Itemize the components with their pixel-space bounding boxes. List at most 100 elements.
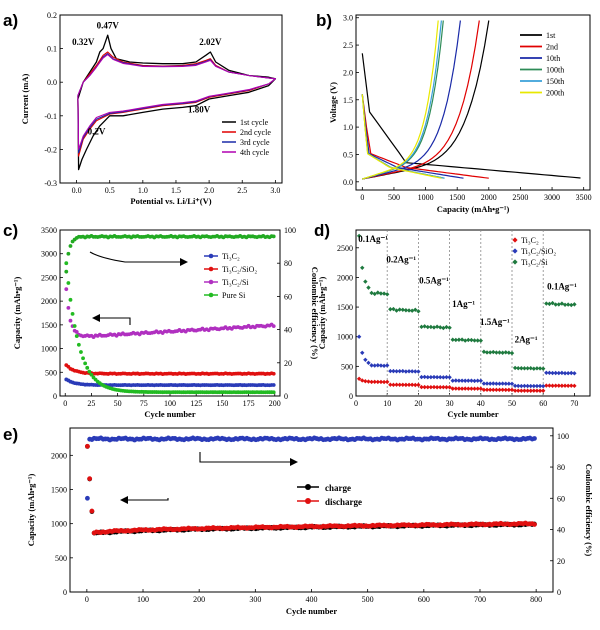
- data-point: [369, 363, 374, 368]
- data-point: [562, 383, 568, 388]
- data-point: [519, 366, 524, 371]
- data-point: [544, 383, 549, 388]
- y2-tick-label: 0: [557, 588, 561, 597]
- peak-annotation: 0.2V: [88, 126, 106, 136]
- y-tick-label: 0.5: [343, 150, 353, 159]
- peak-annotation: 0.32V: [72, 37, 95, 47]
- data-point: [569, 383, 574, 388]
- data-point: [378, 379, 384, 385]
- x-tick-label: 30: [446, 399, 454, 408]
- data-point: [516, 366, 521, 371]
- legend-label: 3rd cycle: [240, 138, 270, 147]
- legend-marker: [305, 484, 311, 490]
- y-tick-label: 2000: [337, 273, 353, 282]
- data-point: [425, 324, 430, 330]
- x-tick-label: 2000: [481, 193, 497, 202]
- efficiency-point: [64, 269, 69, 274]
- x-tick-label: 20: [414, 399, 422, 408]
- legend-label: 4th cycle: [240, 148, 270, 157]
- rate-label: 0.5Ag⁻¹: [419, 275, 449, 285]
- x-tick-label: 3.0: [270, 186, 280, 195]
- data-point: [381, 379, 387, 385]
- cv-curve: [77, 54, 276, 150]
- data-point: [68, 297, 73, 302]
- data-point: [85, 443, 90, 449]
- rate-label: 1.5Ag⁻¹: [480, 317, 510, 327]
- y2-tick-label: 40: [557, 526, 565, 535]
- data-point: [497, 387, 502, 393]
- x-axis-label: Potential vs. Li/Li⁺(V): [130, 196, 211, 206]
- y-tick-label: 500: [341, 362, 353, 371]
- data-point: [475, 338, 480, 343]
- data-point: [431, 325, 437, 330]
- data-point: [525, 383, 530, 389]
- data-point: [388, 368, 393, 374]
- panel-d: d) 0 10 20 30 40 50 60 70 0 500 1000 1500 2000 2500 Cyc…: [314, 221, 591, 419]
- panel-label: c): [3, 221, 18, 240]
- data-point: [425, 375, 430, 380]
- x-tick-label: 3000: [544, 193, 560, 202]
- data-point: [356, 334, 362, 339]
- data-point: [360, 378, 365, 383]
- data-point: [385, 379, 390, 385]
- data-point: [394, 369, 399, 374]
- data-point: [391, 368, 396, 374]
- legend-label: 100th: [546, 66, 564, 75]
- data-point: [375, 379, 381, 385]
- legend-marker: [208, 292, 214, 298]
- data-point: [547, 370, 552, 376]
- legend-label: 1st: [546, 31, 556, 40]
- y-axis-label: Capacity (mAh•g⁻¹): [26, 474, 36, 547]
- x-tick-label: 3500: [576, 193, 592, 202]
- y-tick-label: 1000: [41, 345, 57, 354]
- data-point: [453, 337, 459, 343]
- y-tick-label: 2000: [41, 297, 57, 306]
- y2-tick-label: 20: [284, 359, 292, 368]
- x-tick-label: 125: [190, 399, 202, 408]
- data-point: [491, 381, 496, 386]
- data-point: [456, 337, 462, 342]
- data-point: [544, 301, 549, 306]
- data-point: [271, 371, 276, 376]
- data-point: [431, 374, 437, 380]
- data-point: [541, 388, 546, 393]
- data-point: [459, 378, 465, 383]
- y2-tick-label: 20: [557, 557, 565, 566]
- x-axis-label: Cycle number: [447, 409, 498, 419]
- y-tick-label: 3.0: [343, 14, 353, 23]
- legend-label: charge: [325, 483, 351, 493]
- data-point: [500, 381, 505, 386]
- data-point: [506, 350, 512, 355]
- data-point: [434, 385, 440, 390]
- data-point: [397, 368, 402, 374]
- data-point: [528, 366, 533, 371]
- x-tick-label: 800: [530, 595, 542, 604]
- data-point: [434, 375, 440, 380]
- efficiency-point: [271, 234, 276, 239]
- legend-label: 10th: [546, 54, 560, 63]
- data-point: [572, 371, 577, 376]
- y-tick-label: 0: [63, 588, 67, 597]
- x-tick-label: 75: [140, 399, 148, 408]
- data-point: [72, 324, 77, 328]
- data-point: [360, 265, 365, 270]
- legend-label: Pure Si: [222, 291, 246, 300]
- data-point: [550, 383, 555, 388]
- x-tick-label: 0.0: [72, 186, 82, 195]
- data-point: [503, 350, 508, 355]
- charge-curve: [362, 20, 490, 180]
- data-point: [556, 370, 561, 376]
- data-point: [466, 378, 471, 383]
- data-point: [519, 388, 524, 393]
- plot-frame: [59, 14, 283, 184]
- data-point: [463, 338, 468, 343]
- rate-label: 0.2Ag⁻¹: [386, 255, 416, 265]
- y2-tick-label: 60: [284, 292, 292, 301]
- data-point: [271, 383, 276, 387]
- discharge-curve: [361, 94, 464, 179]
- x-tick-label: 1.0: [138, 186, 148, 195]
- data-point: [512, 388, 518, 393]
- x-tick-label: 60: [539, 399, 547, 408]
- data-point: [372, 291, 377, 297]
- data-point: [463, 378, 468, 383]
